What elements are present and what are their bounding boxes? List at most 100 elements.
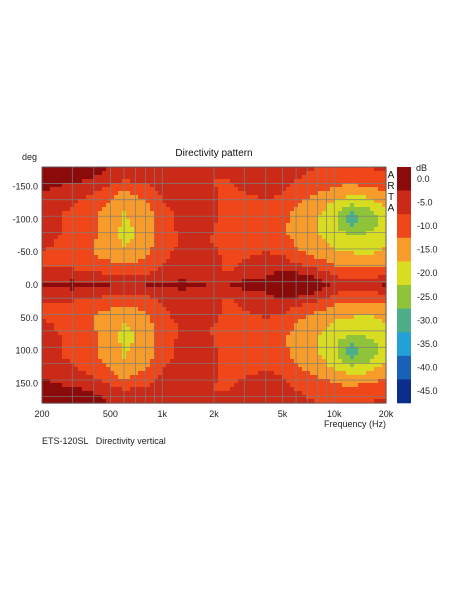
heatmap-cell: [138, 351, 143, 356]
heatmap-cell: [46, 303, 51, 308]
heatmap-cell: [250, 303, 255, 308]
heatmap-cell: [214, 343, 219, 348]
heatmap-cell: [354, 275, 359, 280]
heatmap-cell: [282, 375, 287, 380]
heatmap-cell: [94, 323, 99, 328]
heatmap-cell: [278, 207, 283, 212]
heatmap-cell: [230, 383, 235, 388]
heatmap-cell: [346, 275, 351, 280]
heatmap-cell: [118, 219, 123, 224]
heatmap-cell: [98, 295, 103, 300]
heatmap-cell: [350, 383, 355, 388]
heatmap-cell: [282, 227, 287, 232]
heatmap-cell: [262, 391, 267, 396]
heatmap-cell: [174, 227, 179, 232]
heatmap-cell: [62, 275, 67, 280]
heatmap-cell: [222, 351, 227, 356]
heatmap-cell: [150, 275, 155, 280]
heatmap-cell: [342, 239, 347, 244]
heatmap-cell: [302, 371, 307, 376]
heatmap-cell: [382, 339, 387, 344]
heatmap-cell: [134, 387, 139, 392]
heatmap-cell: [166, 275, 171, 280]
heatmap-cell: [162, 355, 167, 360]
heatmap-cell: [378, 355, 383, 360]
heatmap-cell: [258, 171, 263, 176]
heatmap-cell: [342, 243, 347, 248]
heatmap-cell: [190, 299, 195, 304]
heatmap-cell: [262, 179, 267, 184]
heatmap-cell: [366, 219, 371, 224]
heatmap-cell: [150, 251, 155, 256]
heatmap-cell: [78, 247, 83, 252]
heatmap-cell: [42, 199, 47, 204]
heatmap-cell: [74, 383, 79, 388]
heatmap-cell: [258, 395, 263, 400]
heatmap-cell: [182, 383, 187, 388]
heatmap-cell: [334, 291, 339, 296]
heatmap-cell: [322, 275, 327, 280]
heatmap-cell: [130, 251, 135, 256]
heatmap-cell: [370, 171, 375, 176]
heatmap-cell: [78, 339, 83, 344]
heatmap-cell: [150, 299, 155, 304]
heatmap-cell: [234, 371, 239, 376]
heatmap-cell: [210, 231, 215, 236]
heatmap-cell: [278, 355, 283, 360]
heatmap-cell: [254, 203, 259, 208]
heatmap-cell: [246, 259, 251, 264]
heatmap-cell: [106, 299, 111, 304]
heatmap-cell: [126, 335, 131, 340]
heatmap-cell: [62, 179, 67, 184]
heatmap-cell: [158, 323, 163, 328]
heatmap-cell: [66, 323, 71, 328]
heatmap-cell: [354, 347, 359, 352]
heatmap-cell: [222, 287, 227, 292]
heatmap-cell: [162, 251, 167, 256]
heatmap-cell: [286, 251, 291, 256]
heatmap-cell: [262, 299, 267, 304]
heatmap-cell: [270, 271, 275, 276]
heatmap-cell: [350, 347, 355, 352]
heatmap-cell: [274, 307, 279, 312]
heatmap-cell: [206, 323, 211, 328]
heatmap-cell: [162, 179, 167, 184]
heatmap-cell: [54, 303, 59, 308]
heatmap-cell: [334, 235, 339, 240]
heatmap-cell: [90, 275, 95, 280]
heatmap-cell: [286, 299, 291, 304]
heatmap-cell: [374, 379, 379, 384]
heatmap-cell: [110, 223, 115, 228]
heatmap-cell: [278, 331, 283, 336]
heatmap-cell: [226, 239, 231, 244]
heatmap-cell: [222, 347, 227, 352]
heatmap-cell: [146, 167, 151, 172]
heatmap-cell: [338, 275, 343, 280]
heatmap-cell: [86, 331, 91, 336]
heatmap-cell: [322, 343, 327, 348]
heatmap-cell: [106, 279, 111, 284]
heatmap-cell: [238, 203, 243, 208]
heatmap-cell: [346, 231, 351, 236]
heatmap-cell: [190, 371, 195, 376]
heatmap-cell: [322, 331, 327, 336]
heatmap-cell: [138, 375, 143, 380]
heatmap-cell: [154, 255, 159, 260]
heatmap-cell: [322, 319, 327, 324]
heatmap-cell: [202, 227, 207, 232]
heatmap-cell: [310, 303, 315, 308]
heatmap-cell: [234, 275, 239, 280]
heatmap-cell: [182, 267, 187, 272]
heatmap-cell: [110, 211, 115, 216]
heatmap-cell: [110, 395, 115, 400]
heatmap-cell: [286, 167, 291, 172]
heatmap-cell: [170, 275, 175, 280]
heatmap-cell: [126, 395, 131, 400]
heatmap-cell: [238, 211, 243, 216]
heatmap-cell: [50, 391, 55, 396]
heatmap-cell: [82, 271, 87, 276]
heatmap-cell: [142, 363, 147, 368]
heatmap-cell: [74, 311, 79, 316]
heatmap-cell: [334, 247, 339, 252]
heatmap-cell: [338, 287, 343, 292]
